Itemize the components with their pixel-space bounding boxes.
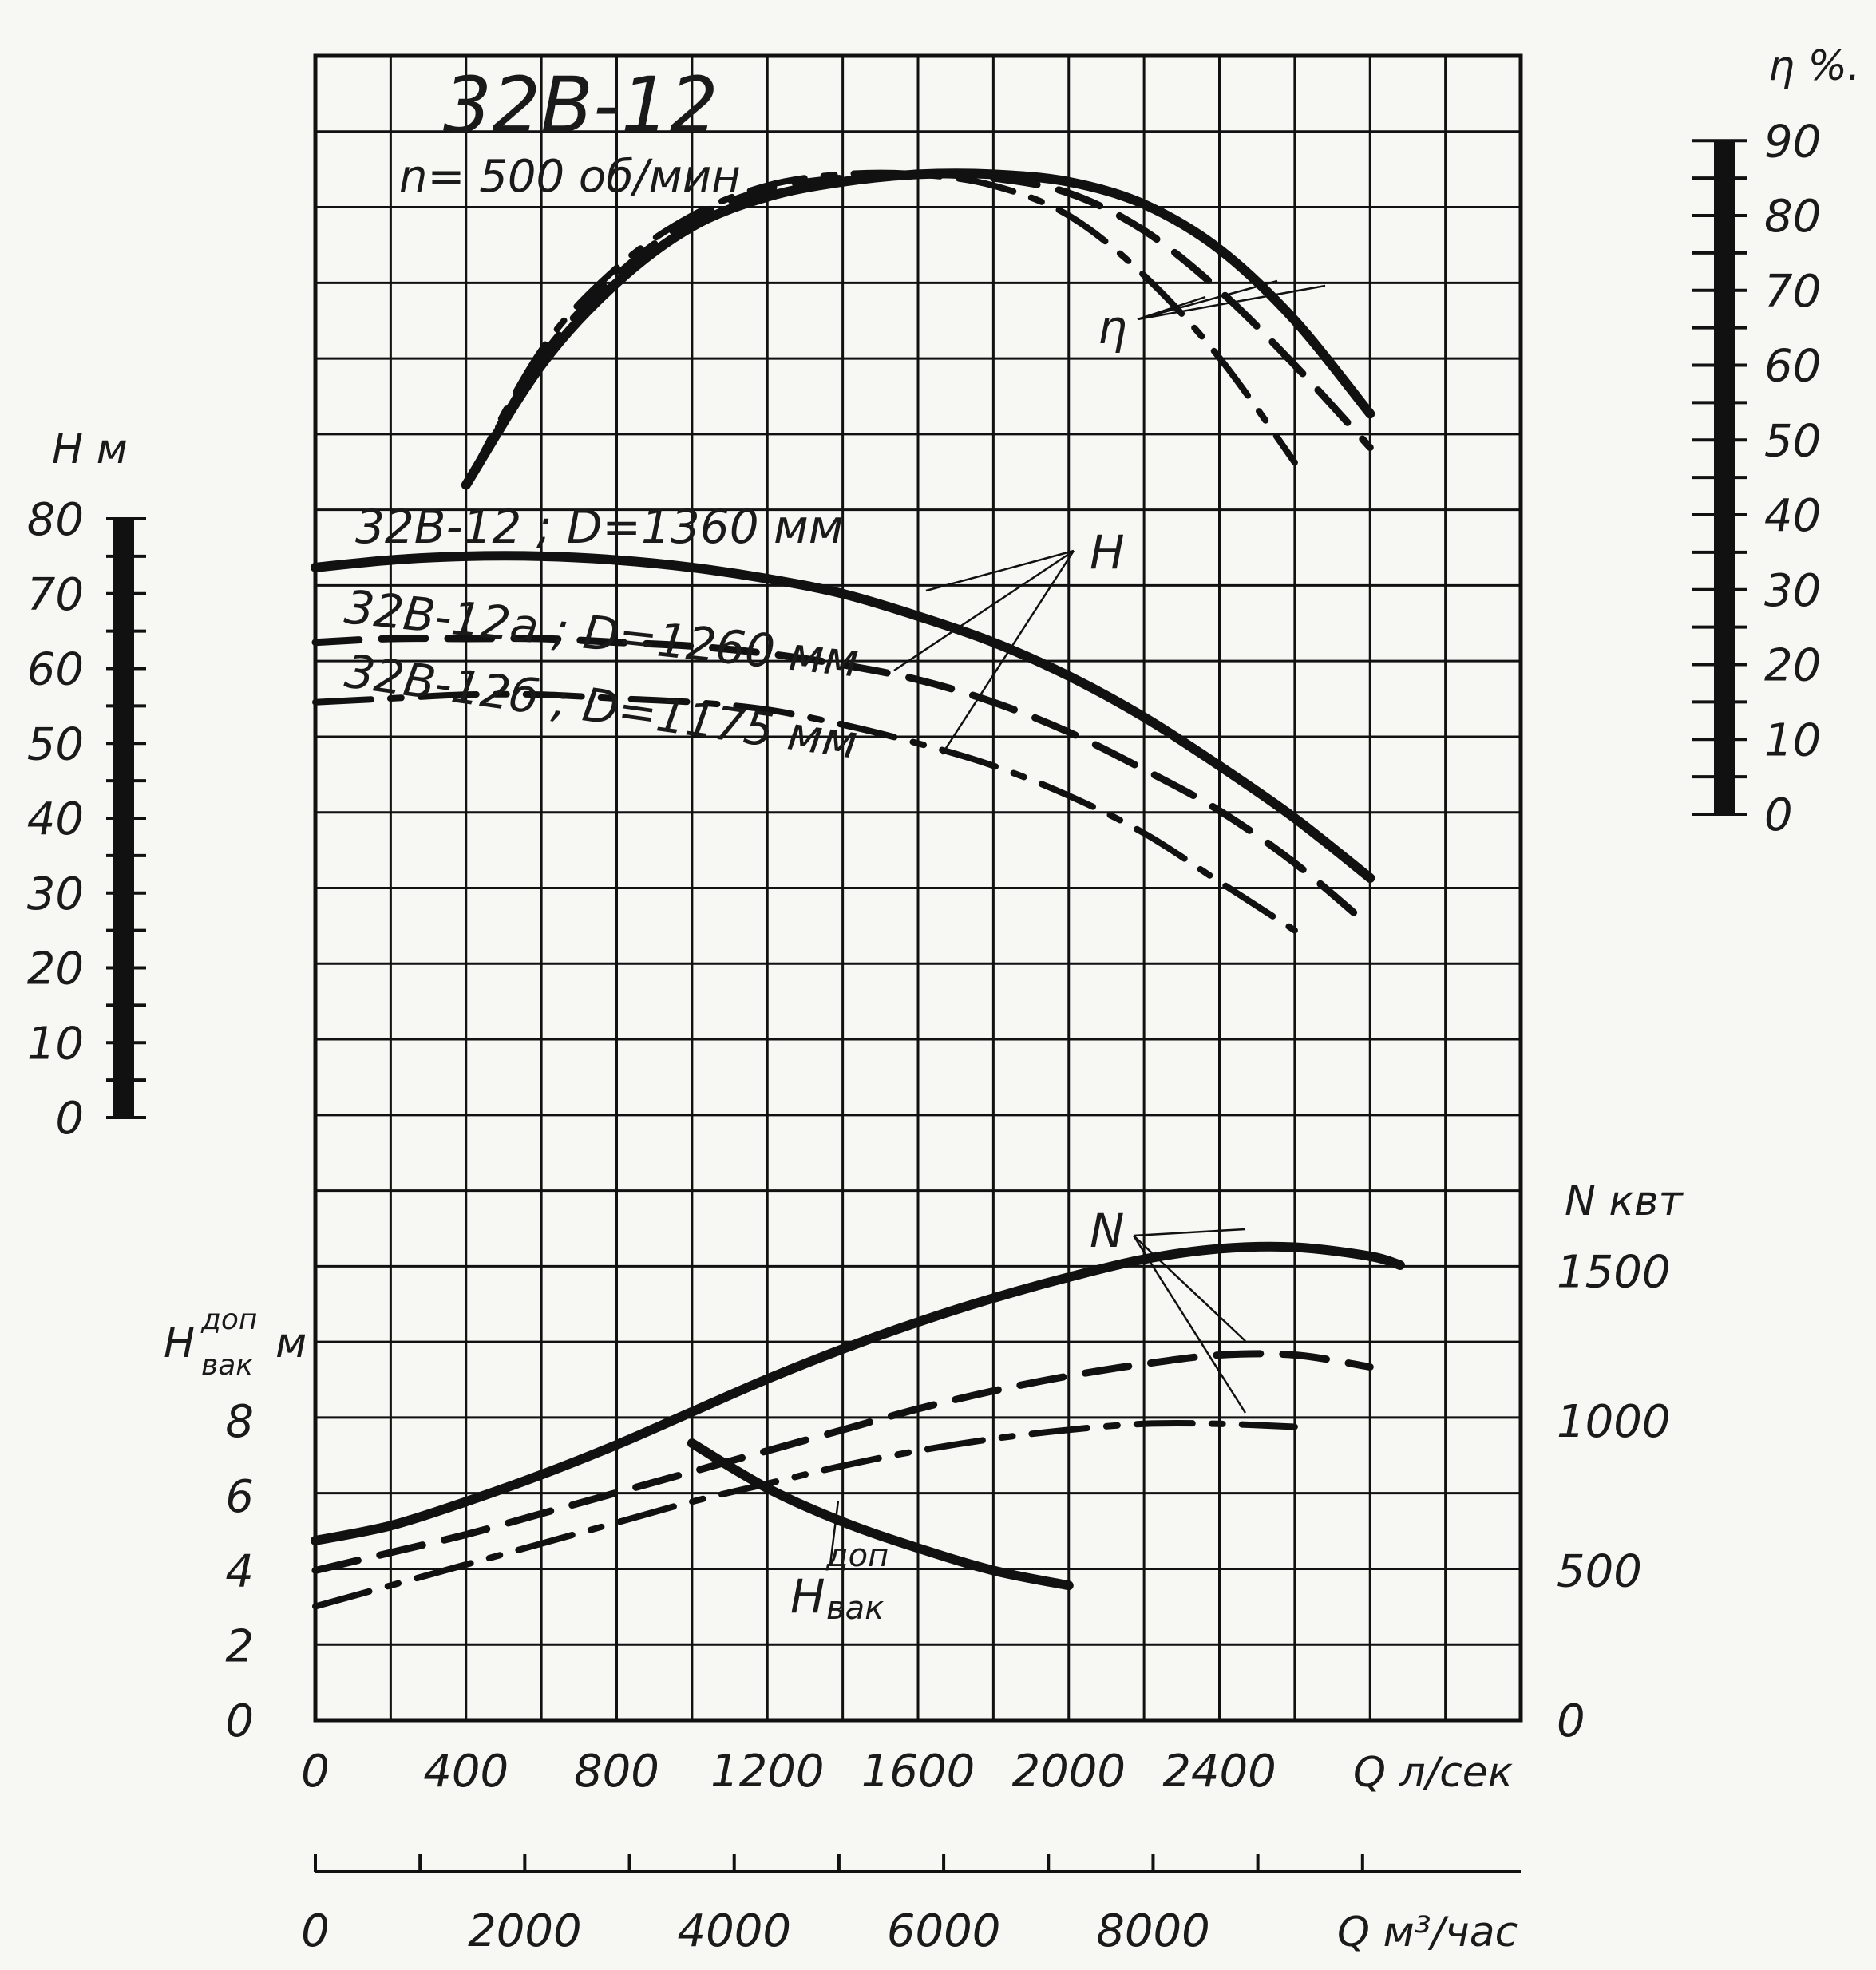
power-tick-label: 1000 <box>1557 1396 1671 1448</box>
chart-text: 32В-12 n= 500 об/мин 32В-12 ; D=1360 мм … <box>52 42 1860 1956</box>
vacuum-tick-label: 8 <box>225 1396 254 1448</box>
vacuum-tick-label: 2 <box>225 1620 254 1672</box>
vacuum-leader-line <box>829 1500 840 1565</box>
efficiency-tick-label: 0 <box>1764 789 1793 841</box>
head-tick-label: 50 <box>27 718 84 770</box>
x-axis-title: Q л/сек <box>1353 1749 1514 1797</box>
head-tick-label: 0 <box>55 1093 84 1145</box>
plot-frame <box>313 53 1523 1723</box>
chart-curves <box>311 168 1405 1610</box>
head-axis-title: H м <box>52 425 128 473</box>
vacuum-tick-label: 6 <box>225 1471 254 1523</box>
power-curve-variant-2 <box>312 1420 1298 1610</box>
x-tick-label: 1600 <box>861 1746 976 1798</box>
head-curve-variant-1 <box>311 635 1374 931</box>
x2-tick-label: 8000 <box>1096 1905 1210 1957</box>
chart-title: 32В-12 <box>443 61 718 150</box>
efficiency-tick-label: 90 <box>1764 116 1821 168</box>
chart-callouts <box>829 279 1326 1565</box>
x2-tick-label: 6000 <box>887 1905 1001 1957</box>
head-tick-label: 20 <box>27 943 84 995</box>
x-tick-label: 0 <box>301 1746 330 1798</box>
head-tick-label: 60 <box>27 644 84 696</box>
x2-tick-label: 0 <box>301 1905 330 1957</box>
efficiency-tick-label: 50 <box>1764 415 1821 467</box>
power-tick-label: 1500 <box>1557 1247 1671 1299</box>
efficiency-tick-label: 80 <box>1764 191 1821 243</box>
head-leader-line <box>925 549 1075 592</box>
efficiency-axis-title: η %. <box>1768 42 1860 90</box>
eta-curve-label: η <box>1098 300 1127 354</box>
power-leader-line <box>1132 1235 1247 1414</box>
x-axis-secondary-title: Q м³/час <box>1337 1909 1518 1956</box>
power-axis-title: N квт <box>1565 1177 1684 1225</box>
vacuum-axis-title: H <box>164 1319 195 1367</box>
efficiency-curve-variant-2 <box>462 169 1298 489</box>
x2-tick-label: 4000 <box>677 1905 791 1957</box>
efficiency-tick-label: 30 <box>1764 565 1821 617</box>
x-tick-label: 2000 <box>1011 1746 1126 1798</box>
vacuum-tick-label: 0 <box>225 1695 254 1747</box>
head-curve-variant-2 <box>312 690 1298 934</box>
power-tick-label: 0 <box>1557 1695 1585 1747</box>
efficiency-tick-label: 40 <box>1764 490 1821 542</box>
efficiency-tick-label: 20 <box>1764 640 1821 692</box>
power-curve-variant-1 <box>311 1350 1374 1574</box>
head-leader-line <box>940 550 1075 755</box>
efficiency-tick-label: 60 <box>1764 341 1821 393</box>
head-tick-label: 10 <box>27 1018 84 1070</box>
head-tick-label: 70 <box>27 569 84 621</box>
head-leader-line <box>893 549 1075 672</box>
power-leader-line <box>1133 1235 1246 1342</box>
head-tick-label: 30 <box>27 868 84 920</box>
eta-leader-line <box>1137 284 1326 321</box>
vacuum-curve-variant-0 <box>687 1438 1074 1591</box>
power-leader-line <box>1133 1228 1246 1237</box>
vacuum-axis-title-unit: м <box>275 1319 307 1367</box>
head-curve-label: H <box>1090 525 1125 580</box>
efficiency-curve-variant-1 <box>462 170 1374 489</box>
vacuum-axis-title-sub: вак <box>201 1349 253 1382</box>
variant-label-1360: 32В-12 ; D=1360 мм <box>355 500 844 554</box>
power-curve-label: N <box>1090 1204 1124 1258</box>
power-tick-label: 500 <box>1557 1546 1642 1598</box>
x-tick-label: 400 <box>423 1746 509 1798</box>
chart-subtitle: n= 500 об/мин <box>399 151 741 203</box>
eta-leader-line <box>1137 279 1278 321</box>
eta-leader-line <box>1137 295 1206 321</box>
vacuum-axis-title-sup: доп <box>200 1303 257 1336</box>
x-tick-label: 2400 <box>1162 1746 1276 1798</box>
head-tick-label: 40 <box>27 793 84 845</box>
vacuum-curve-label: H <box>790 1569 825 1624</box>
power-curve-variant-0 <box>311 1241 1405 1545</box>
chart-grid <box>313 53 1523 1723</box>
head-curve-variant-0 <box>311 551 1375 883</box>
head-tick-label: 80 <box>27 494 84 546</box>
x2-tick-label: 2000 <box>468 1905 582 1957</box>
vacuum-curve-label-sup: доп <box>825 1537 889 1574</box>
vacuum-tick-label: 4 <box>225 1546 254 1598</box>
efficiency-tick-label: 70 <box>1764 266 1821 318</box>
efficiency-curve-variant-0 <box>461 168 1375 490</box>
efficiency-tick-label: 10 <box>1764 714 1821 766</box>
vacuum-curve-label-sub: вак <box>826 1590 884 1627</box>
x-tick-label: 800 <box>574 1746 659 1798</box>
x-tick-label: 1200 <box>710 1746 825 1798</box>
